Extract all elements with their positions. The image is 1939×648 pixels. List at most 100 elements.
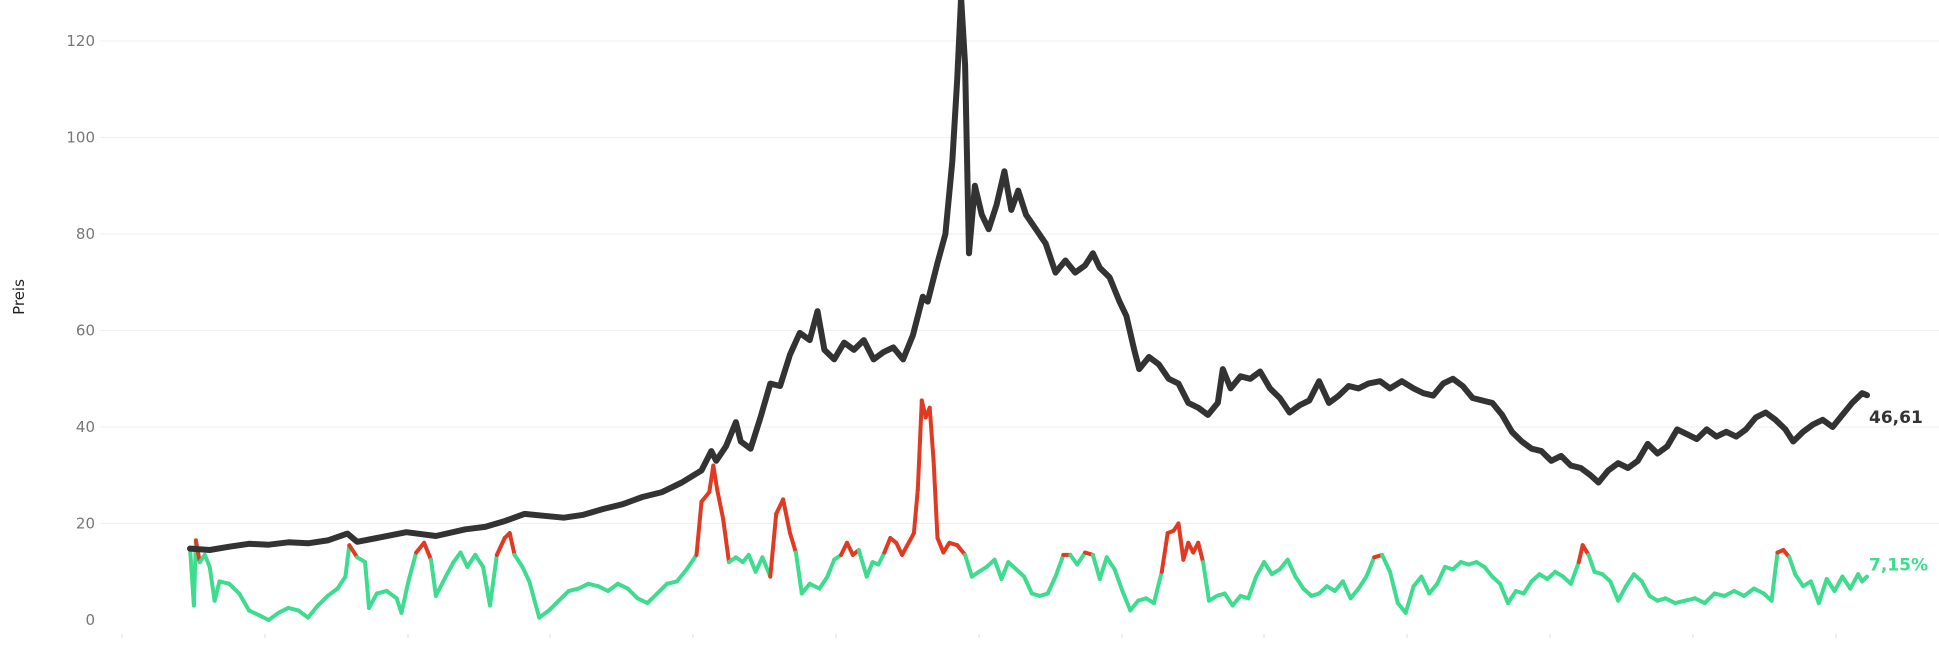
rate-line-segment [315,593,330,608]
rate-line-segment [876,550,887,567]
rate-line-segment [1340,579,1353,601]
rate-line-segment [1568,560,1581,586]
rate-line-segment [1348,586,1361,601]
rate-line-segment [1104,555,1117,572]
rate-line-segment [915,398,924,492]
rate-line-segment [1616,584,1628,603]
rate-line-segment [864,560,875,579]
rate-line-segment [1262,560,1274,577]
rate-line-segment [935,536,946,555]
rate-line-segment [1053,552,1066,579]
rate-line-segment [825,557,837,579]
y-tick-label: 80 [76,225,95,243]
rate-line-segment [1230,593,1243,608]
rate-line-segment [625,586,640,601]
rate-line-segment [1045,574,1058,596]
rate-line-segment [1624,572,1636,589]
rate-line-segment [1840,574,1853,591]
rate-line-segment [422,540,433,562]
rate-line-segment [711,463,720,492]
rate-line-segment [227,581,242,596]
rate-line-segment [1608,579,1621,603]
rate-line-segment [1521,579,1534,596]
y-tick-label: 20 [76,515,95,533]
rate-line-segment [488,552,499,608]
rate-line-segment [1506,589,1518,606]
rate-line-segment [684,552,699,572]
rate-line-segment [1112,567,1125,593]
rate-series [188,398,1869,622]
rate-line-segment [406,550,419,584]
y-axis-ticks: 0 20 40 60 80 100 120 [66,32,95,629]
rate-line-segment [1380,552,1392,574]
rate-line-segment [1419,574,1432,596]
rate-line-segment [715,487,726,521]
rate-line-segment [556,589,571,603]
rate-line-segment [1793,572,1806,589]
rate-line-segment [443,560,456,579]
x-axis-ticks [121,634,1837,638]
rate-line-segment [473,552,486,569]
rate-line-segment [721,516,731,565]
rate-line-segment [674,567,689,584]
rate-line-segment [699,490,712,504]
rate-line-segment [992,557,1004,581]
y-tick-label: 100 [66,129,95,147]
rate-line-segment [1586,552,1597,574]
rate-line-segment [1482,564,1495,579]
rate-line-segment [399,579,411,615]
rate-line-segment [781,497,792,536]
rate-line-segment [512,552,525,569]
rate-line-segment [955,543,968,557]
rate-line-segment [335,574,348,591]
rate-line-segment [845,540,855,557]
rate-line-segment [1808,579,1821,606]
rate-line-segment [1824,577,1837,593]
rate-line-segment [817,574,830,591]
rate-line-segment [363,560,371,610]
rate-line-segment [325,586,340,598]
price-end-label: 46,61 [1869,408,1923,428]
rate-line-segment [999,560,1011,581]
price-line [187,0,1870,553]
rate-line-segment [1427,581,1440,596]
rate-line-segment [1151,569,1164,606]
rate-line-segment [507,531,517,557]
rate-line-segment [1128,598,1141,613]
rate-line-segment [1356,574,1369,591]
y-tick-label: 60 [76,322,95,340]
y-axis-label: Preis [10,279,28,315]
rate-line-segment [1090,552,1102,581]
rate-line-segment [207,564,217,603]
rate-line-segment [1742,586,1756,598]
rate-line-segment [458,550,470,569]
rate-line-segment [367,591,379,610]
rate-line-segment [645,591,660,606]
rate-line-segment [481,564,492,608]
rate-line-segment [746,552,758,574]
rate-line-segment [1816,577,1829,606]
rate-line-segment [856,548,869,579]
rate-line-segment [1498,581,1510,606]
rate-line-segment [1576,543,1585,565]
rate-line-segment [1403,584,1416,615]
rate-line-segment [911,487,920,536]
rate-line-segment [1293,574,1306,591]
rate-line-segment [788,531,798,555]
y-tick-label: 0 [85,611,95,629]
rate-line-segment [1201,560,1211,603]
rate-line-segment [1285,557,1298,579]
rate-line-segment [606,581,620,593]
y-tick-label: 40 [76,418,95,436]
rate-line-segment [1860,574,1869,584]
rate-line-segment [1022,574,1034,596]
rate-line-segment [465,552,478,569]
rate-line-segment [694,499,704,557]
rate-line-segment [1120,589,1133,613]
rate-line-segment [1435,564,1447,586]
rate-line-segment [793,550,804,596]
rate-line-segment [1364,555,1377,579]
rate-line-segment [931,458,940,540]
rate-line-segment [494,536,507,557]
